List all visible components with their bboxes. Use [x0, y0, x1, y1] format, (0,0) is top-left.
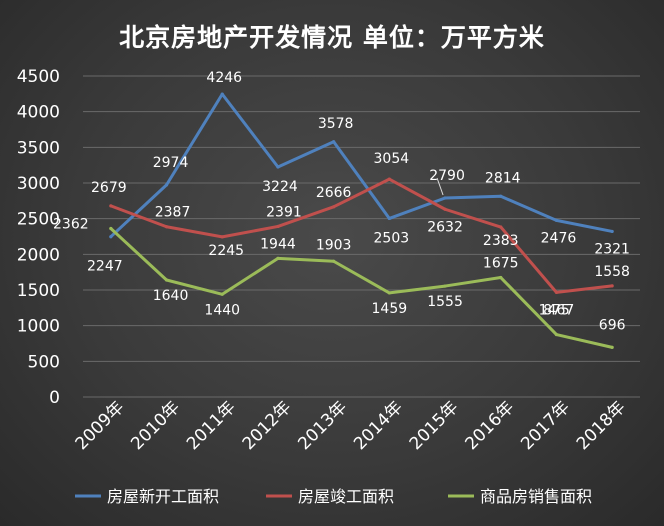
data-label: 1903 [316, 237, 352, 253]
y-tick-label: 4000 [17, 103, 60, 123]
data-point [220, 92, 224, 96]
x-tick-label: 2014年 [350, 397, 407, 454]
chart-title: 北京房地产开发情况 单位：万平方米 [119, 23, 545, 52]
data-point [276, 165, 280, 169]
x-tick-label: 2016年 [462, 397, 519, 454]
data-label: 2632 [427, 219, 463, 235]
data-label: 3224 [262, 179, 298, 195]
x-tick-label: 2013年 [294, 397, 351, 454]
y-tick-label: 0 [49, 388, 60, 408]
data-label: 2666 [316, 185, 352, 201]
data-label: 1555 [427, 294, 463, 310]
x-tick-label: 2010年 [127, 397, 184, 454]
data-label: 1440 [204, 302, 240, 318]
y-axis-ticks: 0 500 1000 1500 2000 2500 3000 3500 4000 4500 [17, 67, 60, 408]
data-point [164, 225, 169, 229]
y-tick-label: 4500 [17, 67, 60, 87]
data-point [499, 194, 503, 198]
x-tick-label: 2017年 [517, 397, 574, 454]
data-point [387, 177, 391, 181]
x-axis-ticks: 2009年2010年2011年2012年2013年2014年2015年2016年… [72, 397, 630, 454]
series-line-2 [109, 177, 614, 294]
data-label: 4246 [206, 70, 242, 86]
data-label: 2974 [153, 155, 189, 171]
series-lines [109, 92, 614, 349]
data-label: 2383 [483, 233, 519, 249]
data-point [276, 224, 280, 229]
gridlines [83, 75, 640, 398]
legend-label: 房屋竣工面积 [298, 487, 394, 506]
data-point [554, 290, 559, 294]
y-tick-label: 500 [28, 352, 60, 372]
data-label: 2814 [485, 170, 521, 186]
data-label: 2245 [208, 243, 244, 259]
data-label: 2679 [91, 180, 127, 196]
data-label: 1459 [372, 301, 408, 317]
y-tick-label: 2000 [17, 245, 60, 265]
data-label: 2387 [155, 205, 191, 221]
data-point [109, 226, 113, 231]
legend: 房屋新开工面积 房屋竣工面积 商品房销售面积 [75, 487, 592, 506]
data-label: 1675 [483, 256, 519, 272]
data-label: 875 [543, 303, 570, 319]
x-tick-label: 2009年 [72, 397, 129, 454]
data-label: 696 [599, 317, 626, 333]
data-point [387, 216, 391, 221]
data-point [554, 218, 559, 222]
series-line-1 [109, 92, 614, 239]
x-tick-label: 2012年 [239, 397, 296, 454]
data-label: 2391 [266, 204, 302, 220]
y-tick-label: 1500 [17, 281, 60, 301]
data-label: 2476 [541, 230, 577, 246]
data-label: 2790 [429, 168, 465, 184]
data-label: 2503 [374, 230, 410, 246]
data-point [499, 275, 503, 280]
data-label: 2321 [594, 241, 630, 257]
data-point [610, 229, 614, 234]
data-point [443, 284, 447, 288]
y-tick-label: 1000 [17, 317, 60, 337]
data-point [387, 291, 391, 295]
data-point [220, 235, 224, 239]
data-point [332, 259, 336, 263]
data-label: 1640 [153, 288, 189, 304]
data-point [332, 140, 336, 144]
data-label: 3054 [374, 151, 410, 167]
data-point [332, 205, 336, 209]
data-point [443, 207, 447, 211]
data-labels: 2247 2974 4246 3224 3578 2503 2790 2814 2476 2321… [53, 70, 630, 333]
data-point [610, 345, 614, 349]
data-label: 1467 [539, 302, 575, 318]
data-point [164, 278, 169, 282]
series-line-3 [109, 227, 614, 349]
data-point [443, 196, 447, 200]
y-tick-label: 3000 [17, 174, 60, 194]
data-point [220, 292, 224, 296]
x-tick-label: 2018年 [573, 397, 630, 454]
legend-label: 房屋新开工面积 [107, 487, 219, 506]
y-tick-label: 2500 [17, 210, 60, 230]
data-label: 1944 [260, 236, 296, 252]
y-tick-label: 3500 [17, 138, 60, 158]
x-tick-label: 2011年 [183, 397, 240, 454]
data-point [109, 235, 113, 239]
data-point [109, 204, 113, 208]
data-point [554, 332, 559, 337]
data-point [276, 256, 280, 260]
data-point [499, 225, 503, 229]
label-leader-line [436, 177, 444, 196]
legend-label: 商品房销售面积 [480, 487, 592, 506]
data-label: 1558 [594, 264, 630, 280]
x-tick-label: 2015年 [406, 397, 463, 454]
data-point [610, 284, 614, 288]
data-label: 3578 [318, 116, 354, 132]
data-label: 2247 [87, 259, 123, 275]
data-point [164, 183, 169, 187]
data-label: 2362 [53, 217, 89, 233]
